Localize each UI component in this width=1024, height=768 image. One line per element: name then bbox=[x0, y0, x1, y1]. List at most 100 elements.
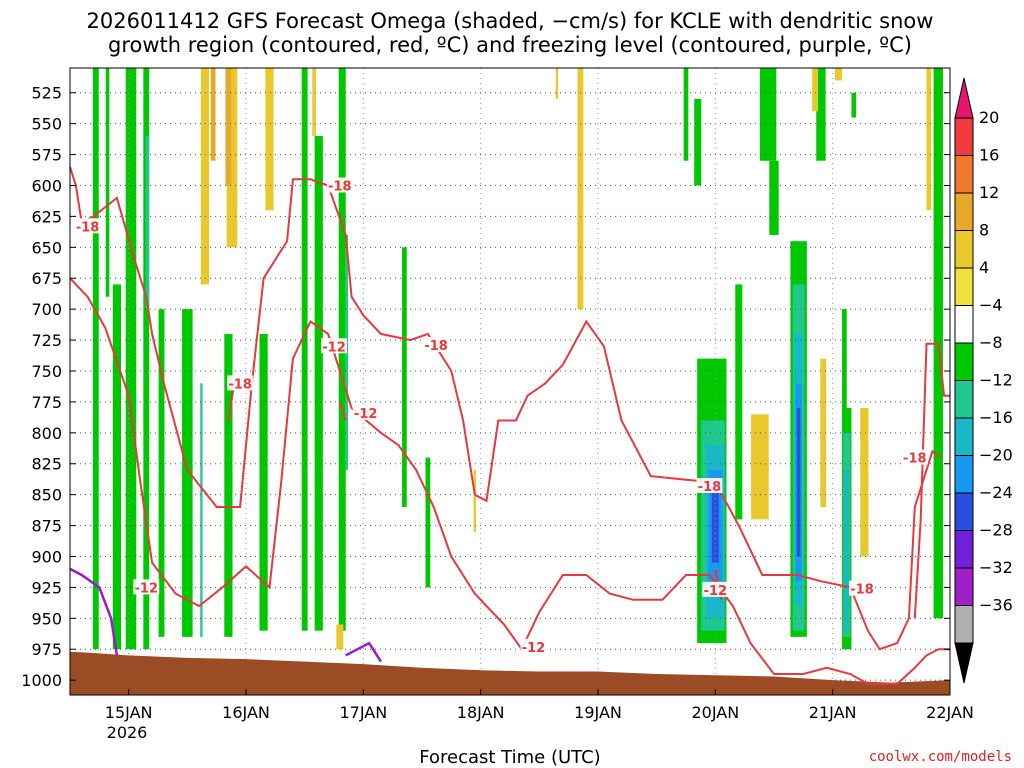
y-tick-label-525: 525 bbox=[31, 84, 62, 103]
omega-cell-3 bbox=[125, 68, 137, 650]
y-tick-label-700: 700 bbox=[31, 300, 62, 319]
omega-cell-20 bbox=[225, 68, 232, 186]
contour-label-8: -12 bbox=[522, 641, 546, 656]
omega-cell-8 bbox=[200, 383, 203, 637]
colorbar-label-2: 12 bbox=[979, 183, 999, 202]
x-tick-label-16: 16JAN bbox=[222, 703, 270, 722]
colorbar-label-4: 4 bbox=[979, 258, 989, 277]
y-tick-label-900: 900 bbox=[31, 547, 62, 566]
colorbar-swatch-0 bbox=[954, 117, 974, 156]
y-tick-label-875: 875 bbox=[31, 517, 62, 536]
y-tick-label-975: 975 bbox=[31, 640, 62, 659]
y-tick-label-725: 725 bbox=[31, 331, 62, 350]
x-tick-label-22: 22JAN bbox=[926, 703, 974, 722]
contour-label-10: -18 bbox=[424, 339, 448, 354]
omega-cell-16 bbox=[425, 457, 431, 588]
colorbar-label-5: −4 bbox=[979, 296, 1003, 315]
colorbar-label-9: −20 bbox=[979, 446, 1013, 465]
omega-cell-23 bbox=[577, 68, 584, 310]
colorbar-swatch-1 bbox=[954, 155, 974, 194]
contour-label-3: -18 bbox=[228, 377, 252, 392]
omega-cell-21 bbox=[265, 68, 274, 211]
omega-cell-35 bbox=[812, 68, 818, 112]
y-tick-label-650: 650 bbox=[31, 238, 62, 257]
x-tick-label-19: 19JAN bbox=[574, 703, 622, 722]
purple-contour-1 bbox=[345, 641, 382, 663]
omega-cell-0 bbox=[92, 68, 99, 650]
y-tick-label-550: 550 bbox=[31, 115, 62, 134]
contour-label-bg-0 bbox=[74, 218, 101, 234]
colorbar-swatch-3 bbox=[954, 230, 974, 269]
colorbar-swatch-10 bbox=[954, 492, 974, 531]
contour-label-bg-7 bbox=[849, 580, 875, 596]
omega-cell-25 bbox=[336, 624, 344, 650]
omega-cell-9 bbox=[224, 333, 233, 637]
red-contour-1 bbox=[69, 277, 950, 685]
omega-cell-24 bbox=[555, 68, 559, 99]
contour-label-1: -12 bbox=[135, 581, 159, 596]
omega-cell-17 bbox=[200, 68, 210, 285]
colorbar-swatch-4 bbox=[954, 267, 974, 306]
y-tick-label-925: 925 bbox=[31, 578, 62, 597]
y-tick-label-825: 825 bbox=[31, 455, 62, 474]
x-tick-label-18: 18JAN bbox=[457, 703, 505, 722]
contour-label-5: -12 bbox=[704, 584, 728, 599]
x-tick-label-21: 21JAN bbox=[809, 703, 857, 722]
contour-label-2: -18 bbox=[903, 452, 927, 467]
y-tick-label-850: 850 bbox=[31, 486, 62, 505]
x-tick-label-17: 17JAN bbox=[339, 703, 387, 722]
contour-label-bg-2 bbox=[901, 449, 928, 465]
omega-cell-15 bbox=[402, 247, 407, 508]
red-contour-4 bbox=[338, 401, 347, 421]
contour-label-bg-3 bbox=[227, 375, 254, 391]
contour-label-bg-11 bbox=[326, 177, 353, 193]
colorbar-swatch-8 bbox=[954, 417, 974, 456]
axes: 525 550 575 600 625 650 675 700 725 750 775 800 825 8… bbox=[21, 84, 974, 722]
y-tick-label-800: 800 bbox=[31, 424, 62, 443]
colorbar-top-triangle bbox=[954, 77, 974, 119]
contour-label-bg-8 bbox=[520, 638, 547, 654]
omega-cell-19 bbox=[226, 68, 238, 248]
contour-lines: -18 -12 -18 -18 -12 -12 -18 -18 -12 -12 -18 -18 bbox=[69, 166, 950, 685]
y-tick-label-775: 775 bbox=[31, 393, 62, 412]
plot-frame bbox=[69, 67, 951, 696]
colorbar-swatch-12 bbox=[954, 567, 974, 606]
year-label: 2026 bbox=[107, 723, 148, 742]
chart-title-line-2: growth region (contoured, red, ºC) and f… bbox=[108, 33, 912, 57]
contour-label-4: -12 bbox=[322, 340, 346, 355]
omega-cell-12 bbox=[314, 136, 323, 631]
contour-label-11: -18 bbox=[328, 179, 352, 194]
omega-cell-4 bbox=[143, 68, 150, 650]
y-tick-label-950: 950 bbox=[31, 609, 62, 628]
y-tick-label-575: 575 bbox=[31, 146, 62, 165]
contour-label-bg-1 bbox=[133, 579, 160, 595]
colorbar-swatch-11 bbox=[954, 530, 974, 569]
colorbar-label-1: 16 bbox=[979, 146, 999, 165]
contour-label-6: -18 bbox=[698, 480, 722, 495]
colorbar: 20 16 12 8 4 −4 −8 −12 −16 −20 −24 −28 −32 −36 bbox=[954, 77, 1013, 684]
contour-label-0: -18 bbox=[76, 220, 100, 235]
colorbar-swatch-6 bbox=[954, 342, 974, 381]
contour-label-bg-9 bbox=[352, 405, 379, 421]
credit-link[interactable]: coolwx.com/models bbox=[869, 749, 1012, 765]
omega-cell-1 bbox=[105, 68, 110, 297]
terrain-area bbox=[70, 651, 950, 695]
omega-cell-26 bbox=[473, 469, 476, 532]
contour-label-7: -18 bbox=[850, 583, 874, 598]
omega-cell-28 bbox=[694, 98, 702, 186]
contour-label-bg-6 bbox=[696, 478, 723, 493]
contour-label-bg-5 bbox=[702, 581, 729, 597]
colorbar-label-0: 20 bbox=[979, 108, 999, 127]
colorbar-label-6: −8 bbox=[979, 333, 1003, 352]
omega-cell-11 bbox=[301, 68, 308, 631]
omega-cell-49 bbox=[820, 358, 827, 508]
grid-lines bbox=[70, 68, 950, 695]
omega-cell-22 bbox=[312, 68, 316, 137]
omega-cell-5 bbox=[145, 136, 150, 310]
colorbar-swatch-13 bbox=[954, 605, 974, 644]
colorbar-bottom-triangle bbox=[954, 642, 974, 684]
colorbar-swatch-2 bbox=[954, 192, 974, 231]
omega-cell-54 bbox=[860, 408, 869, 557]
omega-cell-53 bbox=[844, 469, 850, 631]
